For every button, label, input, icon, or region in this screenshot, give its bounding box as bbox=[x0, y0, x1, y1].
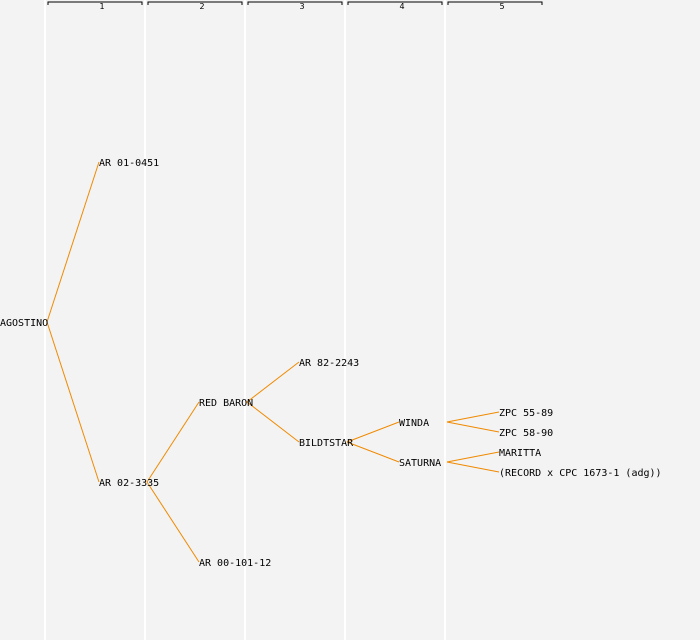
edge-redbaron-bildtstar bbox=[246, 401, 300, 443]
edge-ar02-ar00 bbox=[146, 481, 200, 563]
edge-saturna-maritta bbox=[446, 451, 500, 463]
edge-winda-zpc58 bbox=[446, 421, 500, 433]
edge-redbaron-ar82 bbox=[246, 361, 300, 403]
generation-bracket-1: 1 bbox=[47, 1, 143, 11]
generation-dividers bbox=[44, 0, 446, 640]
node-redbaron[interactable]: RED BARON bbox=[199, 398, 253, 409]
edge-saturna-record bbox=[446, 461, 500, 473]
node-agostino[interactable]: AGOSTINO bbox=[0, 318, 48, 329]
edge-agostino-ar01 bbox=[46, 161, 100, 323]
node-maritta[interactable]: MARITTA bbox=[499, 448, 541, 459]
bracket-shape bbox=[247, 1, 343, 5]
node-ar82[interactable]: AR 82-2243 bbox=[299, 358, 359, 369]
node-ar01[interactable]: AR 01-0451 bbox=[99, 158, 159, 169]
node-ar02[interactable]: AR 02-3335 bbox=[99, 478, 159, 489]
generation-number: 2 bbox=[199, 2, 204, 11]
node-zpc55[interactable]: ZPC 55-89 bbox=[499, 408, 553, 419]
bracket-shape bbox=[47, 1, 143, 5]
generation-number: 3 bbox=[299, 2, 304, 11]
bracket-shape bbox=[347, 1, 443, 5]
edge-bildtstar-saturna bbox=[346, 441, 400, 463]
generation-header: 1 2 3 4 5 bbox=[47, 1, 543, 11]
generation-bracket-2: 2 bbox=[147, 1, 243, 11]
node-saturna[interactable]: SATURNA bbox=[399, 458, 441, 469]
generation-bracket-5: 5 bbox=[447, 1, 543, 11]
generation-number: 4 bbox=[399, 2, 404, 11]
edge-bildtstar-winda bbox=[346, 421, 400, 443]
generation-number: 1 bbox=[99, 2, 104, 11]
pedigree-edges bbox=[46, 161, 500, 563]
node-ar00[interactable]: AR 00-101-12 bbox=[199, 558, 271, 569]
edge-winda-zpc55 bbox=[446, 411, 500, 423]
node-zpc58[interactable]: ZPC 58-90 bbox=[499, 428, 553, 439]
bracket-shape bbox=[147, 1, 243, 5]
generation-number: 5 bbox=[499, 2, 504, 11]
bracket-shape bbox=[447, 1, 543, 5]
node-record[interactable]: (RECORD x CPC 1673-1 (adg)) bbox=[499, 468, 662, 479]
node-bildtstar[interactable]: BILDTSTAR bbox=[299, 438, 354, 449]
edge-ar02-redbaron bbox=[146, 401, 200, 483]
generation-bracket-4: 4 bbox=[347, 1, 443, 11]
edge-agostino-ar02 bbox=[46, 321, 100, 483]
generation-bracket-3: 3 bbox=[247, 1, 343, 11]
pedigree-nodes: AGOSTINO AR 01-0451 AR 02-3335 RED BARON… bbox=[0, 158, 662, 569]
node-winda[interactable]: WINDA bbox=[399, 418, 429, 429]
